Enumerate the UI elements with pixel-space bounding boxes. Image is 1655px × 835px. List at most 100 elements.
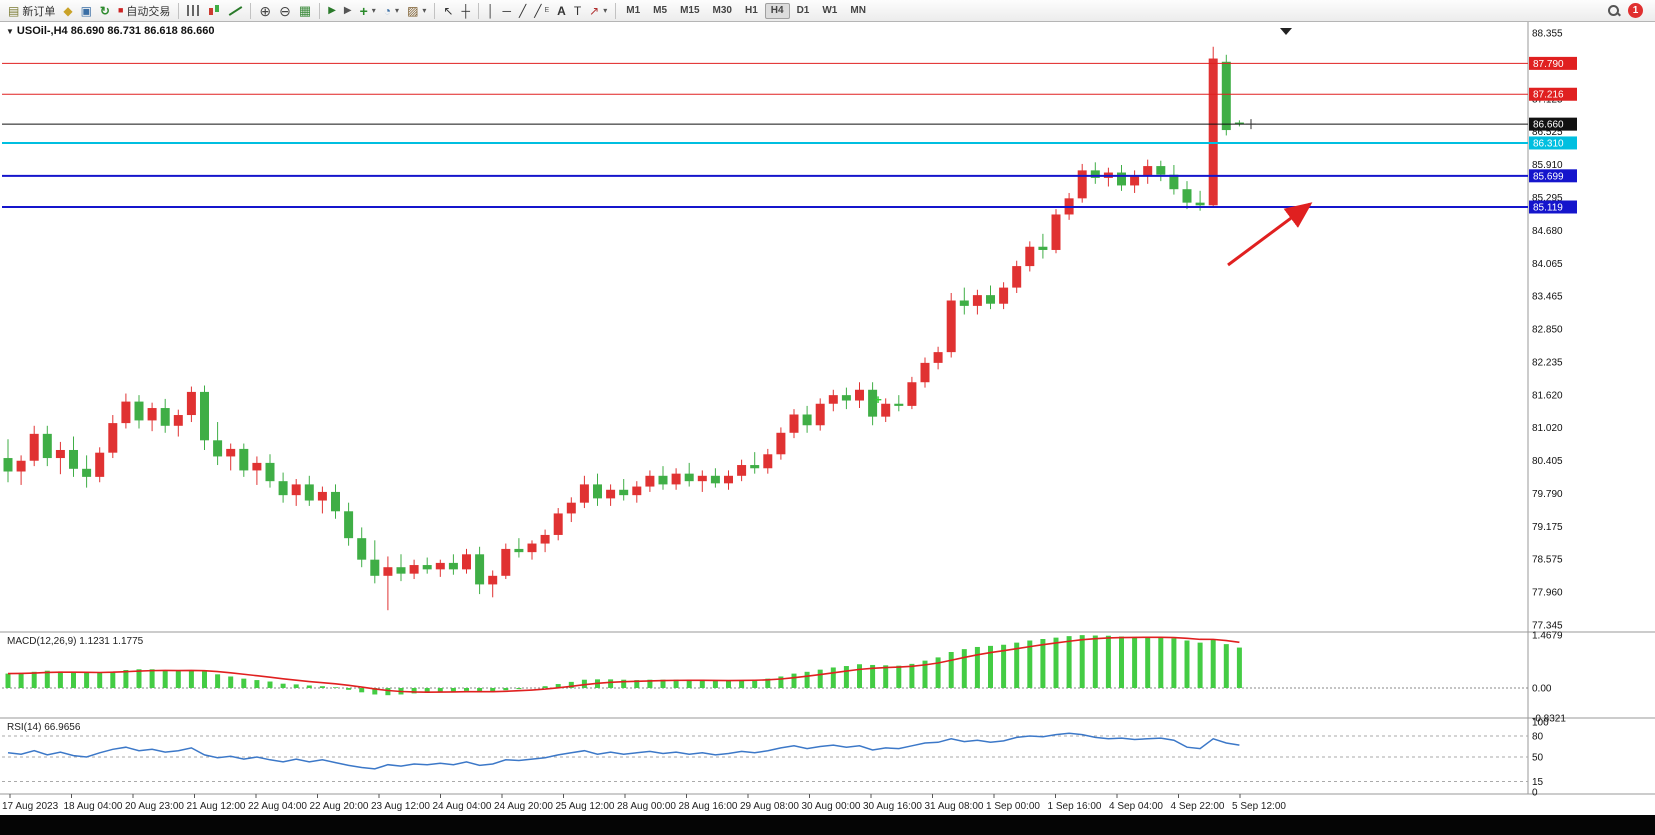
autotrading-button[interactable]: ■ 自动交易 xyxy=(114,2,174,20)
svg-text:79.790: 79.790 xyxy=(1532,489,1563,500)
svg-text:85.295: 85.295 xyxy=(1532,193,1563,204)
svg-text:31 Aug 08:00: 31 Aug 08:00 xyxy=(925,801,984,812)
arrows-tool-icon: ↗ xyxy=(589,3,600,18)
svg-text:81.020: 81.020 xyxy=(1532,423,1563,434)
svg-text:24 Aug 04:00: 24 Aug 04:00 xyxy=(433,801,492,812)
label-tool-icon: T xyxy=(573,3,582,18)
line-chart-button[interactable] xyxy=(225,2,246,20)
cursor-button[interactable]: ↖ xyxy=(439,2,457,20)
zoom-in-button[interactable]: ⊕ xyxy=(255,2,275,20)
crosshair-icon: ┼ xyxy=(461,3,470,18)
chevron-down-icon: ▾ xyxy=(371,6,376,15)
svg-text:29 Aug 08:00: 29 Aug 08:00 xyxy=(740,801,799,812)
svg-text:80: 80 xyxy=(1532,732,1544,743)
trendline-icon: ╱ xyxy=(519,3,527,18)
svg-text:18 Aug 04:00: 18 Aug 04:00 xyxy=(64,801,123,812)
svg-text:86.310: 86.310 xyxy=(1533,138,1564,149)
indicators-button[interactable]: + ▾ xyxy=(356,2,380,20)
search-icon[interactable] xyxy=(1607,4,1620,17)
bar-chart-button[interactable] xyxy=(183,2,204,20)
svg-text:21 Aug 12:00: 21 Aug 12:00 xyxy=(187,801,246,812)
macd-histogram-group xyxy=(5,635,1242,696)
quotes-window-icon: ◆ xyxy=(63,3,73,18)
tf-button-M5[interactable]: M5 xyxy=(653,5,668,16)
candlestick-chart-button[interactable] xyxy=(204,2,225,20)
svg-text:84.065: 84.065 xyxy=(1532,259,1563,270)
periods-clock-icon: ◔ xyxy=(383,3,392,18)
indicators-icon: + xyxy=(359,2,368,19)
channel-button[interactable]: ╱ E xyxy=(530,2,553,20)
quotes-window-button[interactable]: ◆ xyxy=(59,2,76,20)
svg-text:4 Sep 22:00: 4 Sep 22:00 xyxy=(1171,801,1225,812)
label-tool-button[interactable]: T xyxy=(570,2,585,20)
svg-text:0.00: 0.00 xyxy=(1532,684,1552,695)
auto-scroll-button[interactable]: ▶ xyxy=(324,2,340,20)
svg-text:22 Aug 20:00: 22 Aug 20:00 xyxy=(310,801,369,812)
templates-button[interactable]: ▨ ▾ xyxy=(403,2,430,20)
text-tool-button[interactable]: A xyxy=(553,2,570,20)
line-chart-icon xyxy=(229,4,242,17)
toolbar-right-group: 1 xyxy=(1607,3,1651,18)
svg-text:28 Aug 16:00: 28 Aug 16:00 xyxy=(679,801,738,812)
periods-button[interactable]: ◔ ▾ xyxy=(380,2,403,20)
toolbar-separator xyxy=(319,2,321,19)
notification-badge[interactable]: 1 xyxy=(1628,3,1643,18)
chart-canvas[interactable]: +88.35587.12586.52585.91085.29584.68084.… xyxy=(0,22,1655,815)
tf-button-H4[interactable]: H4 xyxy=(764,2,790,19)
vertical-line-button[interactable]: │ xyxy=(483,2,499,20)
tf-button-H1[interactable]: H1 xyxy=(744,5,758,16)
tf-button-D1[interactable]: D1 xyxy=(796,5,810,16)
toolbar-separator xyxy=(478,2,479,19)
new-order-button[interactable]: ▤ 新订单 xyxy=(4,2,59,20)
tf-button-M15[interactable]: M15 xyxy=(680,5,700,16)
svg-text:81.620: 81.620 xyxy=(1532,391,1563,402)
svg-text:1 Sep 16:00: 1 Sep 16:00 xyxy=(1048,801,1102,812)
zoom-out-button[interactable]: ⊖ xyxy=(275,2,295,20)
toolbar-separator xyxy=(250,2,252,19)
annotation-arrow xyxy=(1227,202,1313,267)
arrows-tool-button[interactable]: ↗ ▾ xyxy=(585,2,611,20)
auto-scroll-icon: ▶ xyxy=(328,4,336,16)
crosshair-button[interactable]: ┼ xyxy=(457,2,474,20)
chart-shift-icon: ▶ xyxy=(343,4,352,16)
price-badges-group: 87.790 87.216 86.660 86.310 85.699 85.119 xyxy=(1529,56,1577,214)
time-axis: 17 Aug 2023 18 Aug 04:00 20 Aug 23:00 21 Au… xyxy=(2,794,1286,812)
cursor-icon: ↖ xyxy=(443,3,454,18)
charts-window-button[interactable]: ▣ xyxy=(77,2,96,20)
grid-button[interactable]: ▦ xyxy=(295,2,315,20)
svg-text:24 Aug 20:00: 24 Aug 20:00 xyxy=(494,801,553,812)
order-plus-marker: + xyxy=(874,392,882,407)
svg-text:77.345: 77.345 xyxy=(1532,621,1563,632)
horizontal-line-icon: ─ xyxy=(502,3,512,18)
svg-text:25 Aug 12:00: 25 Aug 12:00 xyxy=(556,801,615,812)
svg-text:86.525: 86.525 xyxy=(1532,127,1563,138)
svg-text:83.465: 83.465 xyxy=(1532,291,1563,302)
svg-text:84.680: 84.680 xyxy=(1532,226,1563,237)
trendline-button[interactable]: ╱ xyxy=(515,2,530,20)
svg-text:-0.8321: -0.8321 xyxy=(1532,713,1566,724)
tf-button-W1[interactable]: W1 xyxy=(822,5,838,16)
vertical-line-icon: │ xyxy=(487,3,495,18)
svg-text:88.355: 88.355 xyxy=(1532,29,1563,40)
svg-text:85.699: 85.699 xyxy=(1533,171,1564,182)
svg-text:17 Aug 2023: 17 Aug 2023 xyxy=(2,801,59,812)
horizontal-line-button[interactable]: ─ xyxy=(499,2,516,20)
autotrading-label: 自动交易 xyxy=(126,5,171,18)
toolbar-separator xyxy=(178,2,180,19)
macd-signal-line xyxy=(7,636,1240,693)
tf-button-MN[interactable]: MN xyxy=(850,5,866,16)
svg-text:87.790: 87.790 xyxy=(1533,59,1564,70)
refresh-button[interactable]: ↻ xyxy=(96,2,114,20)
refresh-icon: ↻ xyxy=(99,3,110,18)
tf-button-M1[interactable]: M1 xyxy=(626,5,641,16)
tf-button-M30[interactable]: M30 xyxy=(712,5,732,16)
svg-text:1 Sep 00:00: 1 Sep 00:00 xyxy=(986,801,1040,812)
chart-shift-button[interactable]: ▶ xyxy=(340,2,356,20)
chart-area: +88.35587.12586.52585.91085.29584.68084.… xyxy=(0,22,1655,815)
zoom-in-icon: ⊕ xyxy=(259,2,272,19)
svg-text:28 Aug 00:00: 28 Aug 00:00 xyxy=(617,801,676,812)
svg-text:4 Sep 04:00: 4 Sep 04:00 xyxy=(1109,801,1163,812)
svg-text:78.575: 78.575 xyxy=(1532,554,1563,565)
bottom-bar xyxy=(0,815,1655,835)
